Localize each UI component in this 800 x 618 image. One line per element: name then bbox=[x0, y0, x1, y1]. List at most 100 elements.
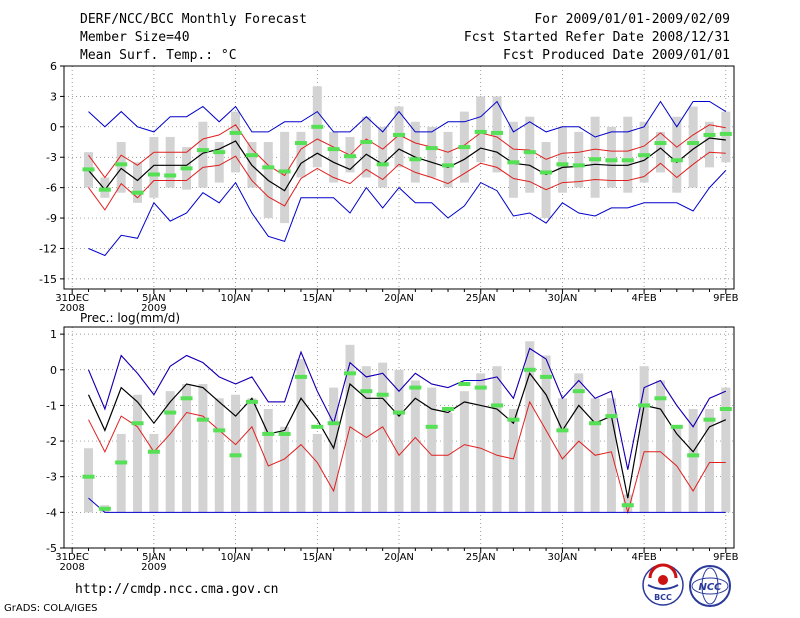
temp-ytick-label: 3 bbox=[50, 90, 57, 103]
prec-median-mark bbox=[425, 424, 438, 429]
prec-median-mark bbox=[147, 449, 160, 454]
prec-box bbox=[312, 433, 322, 513]
prec-median-mark bbox=[621, 503, 634, 508]
prec-box bbox=[655, 380, 665, 513]
prec-box bbox=[459, 391, 469, 513]
temp-box bbox=[214, 142, 224, 183]
bcc-logo-text: BCC bbox=[654, 593, 672, 602]
prec-median-mark bbox=[115, 460, 128, 465]
prec-box bbox=[214, 398, 224, 513]
temp-median-mark bbox=[605, 158, 618, 163]
prec-median-mark bbox=[98, 506, 111, 511]
temp-median-mark bbox=[98, 187, 111, 192]
produced-date-label: Fcst Produced Date 2009/01/01 bbox=[503, 48, 730, 63]
prec-box bbox=[165, 391, 175, 513]
temp-ytick-label: -9 bbox=[46, 212, 57, 225]
temp-median-mark bbox=[115, 162, 128, 167]
prec-median-mark bbox=[474, 385, 487, 390]
prec-box bbox=[361, 366, 371, 513]
temp-box bbox=[149, 136, 159, 198]
temp-box bbox=[704, 121, 714, 168]
prec-xtick-label: 10JAN bbox=[221, 552, 251, 563]
temp-median-mark bbox=[572, 163, 585, 168]
temp-median-mark bbox=[343, 154, 356, 159]
temp-ytick-label: 0 bbox=[50, 121, 57, 134]
temp-xtick-label: 20JAN bbox=[384, 293, 414, 304]
prec-box bbox=[508, 408, 518, 513]
temp-box bbox=[721, 111, 731, 163]
temp-xtick-year-label: 2009 bbox=[141, 303, 166, 314]
ncc-logo-text: NCC bbox=[698, 582, 722, 593]
temp-median-mark bbox=[147, 172, 160, 177]
grads-credit: GrADS: COLA/IGES bbox=[4, 603, 98, 614]
prec-median-mark bbox=[327, 421, 340, 426]
prec-panel-title: Prec.: log(mm/d) bbox=[80, 311, 180, 325]
prec-box bbox=[688, 408, 698, 513]
temp-median-mark bbox=[638, 153, 651, 158]
prec-box bbox=[149, 433, 159, 513]
temp-xtick-label: 5JAN bbox=[142, 293, 165, 304]
temp-xtick-label: 15JAN bbox=[302, 293, 332, 304]
prec-max-line bbox=[88, 347, 726, 470]
temp-median-mark bbox=[82, 167, 95, 172]
prec-box bbox=[443, 412, 453, 513]
prec-box bbox=[704, 408, 714, 513]
prec-median-mark bbox=[245, 399, 258, 404]
temp-median-mark bbox=[393, 132, 405, 137]
prec-box bbox=[606, 398, 616, 513]
prec-box bbox=[492, 366, 502, 513]
prec-median-mark bbox=[654, 396, 667, 401]
prec-ytick-label: -4 bbox=[46, 506, 57, 519]
temp-mean-line bbox=[88, 137, 726, 192]
temp-box bbox=[410, 121, 420, 183]
temp-max-line bbox=[88, 100, 727, 138]
prec-median-mark bbox=[311, 424, 324, 429]
temp-box bbox=[296, 131, 306, 178]
temp-median-mark bbox=[523, 150, 536, 155]
prec-median-mark bbox=[343, 371, 356, 376]
temp-median-mark bbox=[442, 163, 455, 168]
prec-ytick-label: 0 bbox=[50, 364, 57, 377]
prec-box bbox=[247, 398, 257, 513]
prec-box bbox=[280, 426, 290, 513]
bcc-logo: BCC bbox=[642, 563, 684, 606]
temp-box bbox=[165, 136, 175, 188]
prec-median-mark bbox=[719, 406, 732, 411]
prec-xtick-label: 5JAN bbox=[142, 552, 165, 563]
temp-box bbox=[688, 106, 698, 188]
prec-xtick-label: 25JAN bbox=[466, 552, 496, 563]
prec-median-mark bbox=[213, 428, 226, 433]
prec-median-mark bbox=[393, 410, 405, 415]
temp-box bbox=[443, 131, 453, 188]
prec-mean-line bbox=[87, 372, 727, 499]
prec-box bbox=[541, 355, 551, 513]
temp-box bbox=[623, 116, 633, 193]
temp-xtick-label: 4FEB bbox=[631, 293, 656, 304]
temp-ytick-label: -12 bbox=[39, 242, 57, 255]
prec-median-mark bbox=[703, 417, 716, 422]
temp-box bbox=[541, 142, 551, 219]
temp-min-line bbox=[88, 170, 727, 257]
temp-median-mark bbox=[556, 162, 569, 167]
prec-median-mark bbox=[458, 382, 471, 387]
temp-box bbox=[639, 121, 649, 183]
temp-xtick-label: 10JAN bbox=[221, 293, 251, 304]
started-date-label: Fcst Started Refer Date 2008/12/31 bbox=[463, 30, 730, 45]
prec-ytick-label: -5 bbox=[46, 542, 57, 555]
temp-box bbox=[133, 162, 143, 203]
temp-xtick-label: 9FEB bbox=[713, 293, 738, 304]
temp-median-mark bbox=[474, 129, 487, 134]
prec-xtick-label: 20JAN bbox=[384, 552, 414, 563]
prec-median-mark bbox=[589, 421, 602, 426]
prec-xtick-label: 9FEB bbox=[713, 552, 738, 563]
website-url[interactable]: http://cmdp.ncc.cma.gov.cn bbox=[75, 582, 279, 597]
prec-median-mark bbox=[687, 453, 700, 458]
temp-xtick-label: 31DEC bbox=[55, 293, 89, 304]
prec-xtick-label: 30JAN bbox=[548, 552, 578, 563]
temp-median-mark bbox=[327, 147, 340, 152]
temp-box bbox=[557, 126, 567, 193]
temp-median-mark bbox=[294, 141, 307, 146]
prec-median-mark bbox=[82, 474, 95, 479]
